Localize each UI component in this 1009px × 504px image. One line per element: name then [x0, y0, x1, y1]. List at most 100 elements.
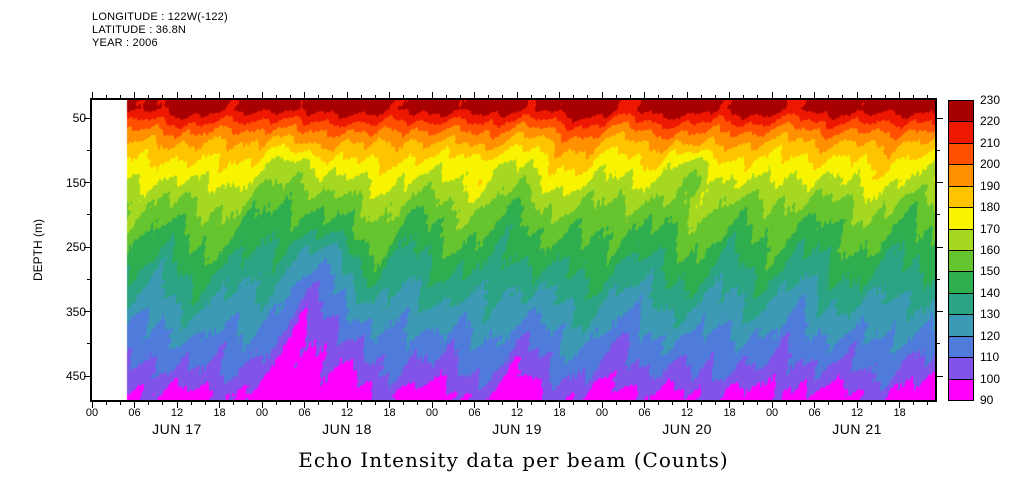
- colorbar-tick-label: 90: [980, 393, 994, 407]
- year-label: YEAR : 2006: [92, 37, 158, 49]
- colorbar-tick-label: 140: [980, 285, 1001, 300]
- latitude-label: LATITUDE : 36.8N: [92, 24, 187, 36]
- colorbar-swatch: [948, 100, 974, 123]
- x-minor-tick: [332, 95, 334, 98]
- colorbar-tick-label: 160: [980, 243, 1001, 257]
- x-minor-tick: [190, 402, 192, 405]
- x-tick-label: 06: [808, 407, 821, 419]
- x-minor-tick: [204, 402, 206, 405]
- colorbar-swatch: [948, 185, 974, 209]
- x-major-tick: [729, 402, 731, 408]
- x-minor-tick: [318, 402, 320, 405]
- y-tick-label: 250: [65, 240, 86, 255]
- x-major-tick: [601, 92, 603, 98]
- colorbar-tick-label: 150: [980, 264, 1001, 279]
- x-major-tick: [389, 92, 391, 98]
- x-minor-tick: [870, 402, 872, 405]
- x-tick-label: 00: [765, 407, 779, 419]
- x-minor-tick: [913, 95, 915, 98]
- x-day-label: JUN 19: [492, 421, 542, 437]
- x-minor-tick: [884, 95, 886, 98]
- colorbar-tick-label: 180: [980, 200, 1001, 215]
- x-major-tick: [814, 92, 816, 98]
- y-minor-tick: [937, 343, 940, 345]
- y-tick-label: 50: [72, 111, 86, 126]
- colorbar-tick-label: 100: [980, 371, 1001, 386]
- x-tick-label: 18: [893, 407, 906, 419]
- y-minor-tick: [87, 214, 90, 216]
- y-major-tick: [84, 182, 90, 184]
- x-minor-tick: [658, 95, 660, 98]
- x-minor-tick: [714, 402, 716, 405]
- x-day-label: JUN 18: [322, 421, 372, 437]
- x-minor-tick: [275, 95, 277, 98]
- x-minor-tick: [672, 402, 674, 405]
- x-minor-tick: [162, 402, 164, 405]
- x-tick-label: 18: [553, 407, 566, 419]
- x-major-tick: [856, 402, 858, 408]
- y-major-tick: [937, 375, 943, 377]
- x-tick-label: 00: [595, 407, 609, 419]
- x-tick-label: 00: [255, 407, 269, 419]
- x-day-label: JUN 21: [832, 421, 882, 437]
- x-tick-label: 06: [638, 407, 651, 419]
- colorbar-swatch: [948, 207, 974, 230]
- x-major-tick: [219, 92, 220, 98]
- x-minor-tick: [502, 95, 504, 98]
- x-tick-label: 18: [383, 407, 396, 419]
- x-minor-tick: [488, 402, 490, 405]
- x-minor-tick: [374, 402, 376, 405]
- metadata-block: LONGITUDE : 122W(-122) LATITUDE : 36.8N …: [92, 11, 228, 50]
- colorbar-tick-label: 120: [980, 328, 1001, 343]
- colorbar-tick-label: 230: [980, 93, 1001, 107]
- x-minor-tick: [828, 95, 830, 98]
- colorbar-swatch: [948, 335, 974, 359]
- echo-intensity-heatmap: [92, 100, 935, 400]
- x-minor-tick: [148, 95, 150, 98]
- x-major-tick: [771, 402, 773, 408]
- x-day-label: JUN 20: [662, 421, 712, 437]
- x-major-tick: [729, 92, 731, 98]
- x-minor-tick: [672, 95, 674, 98]
- x-major-tick: [559, 402, 561, 408]
- x-minor-tick: [233, 95, 235, 98]
- x-minor-tick: [629, 402, 631, 405]
- x-minor-tick: [842, 95, 844, 98]
- x-major-tick: [304, 402, 306, 408]
- y-tick-label: 450: [65, 369, 86, 384]
- x-minor-tick: [403, 95, 405, 98]
- y-tick-label: 150: [65, 175, 86, 190]
- y-major-tick: [84, 117, 90, 119]
- x-minor-tick: [105, 95, 107, 98]
- x-minor-tick: [927, 95, 929, 98]
- y-major-tick: [84, 375, 90, 377]
- x-minor-tick: [459, 95, 461, 98]
- x-major-tick: [601, 402, 603, 408]
- y-tick-label: 350: [65, 304, 86, 319]
- x-major-tick: [431, 92, 433, 98]
- y-minor-tick: [937, 214, 940, 216]
- x-minor-tick: [417, 95, 419, 98]
- x-minor-tick: [488, 95, 490, 98]
- x-minor-tick: [544, 95, 546, 98]
- y-major-tick: [937, 246, 943, 248]
- x-minor-tick: [289, 402, 291, 405]
- x-major-tick: [474, 92, 476, 98]
- x-major-tick: [474, 402, 476, 408]
- x-major-tick: [91, 92, 93, 98]
- x-minor-tick: [913, 402, 915, 405]
- x-minor-tick: [658, 402, 660, 405]
- x-minor-tick: [119, 402, 121, 405]
- x-minor-tick: [884, 402, 886, 405]
- x-major-tick: [644, 402, 646, 408]
- colorbar-swatch: [948, 164, 974, 187]
- x-tick-label: 12: [680, 407, 694, 419]
- y-major-tick: [937, 117, 943, 119]
- x-major-tick: [389, 402, 391, 408]
- longitude-label: LONGITUDE : 122W(-122): [92, 11, 228, 23]
- x-major-tick: [899, 402, 901, 408]
- y-major-tick: [937, 182, 943, 184]
- x-minor-tick: [530, 402, 532, 405]
- x-major-tick: [346, 402, 348, 408]
